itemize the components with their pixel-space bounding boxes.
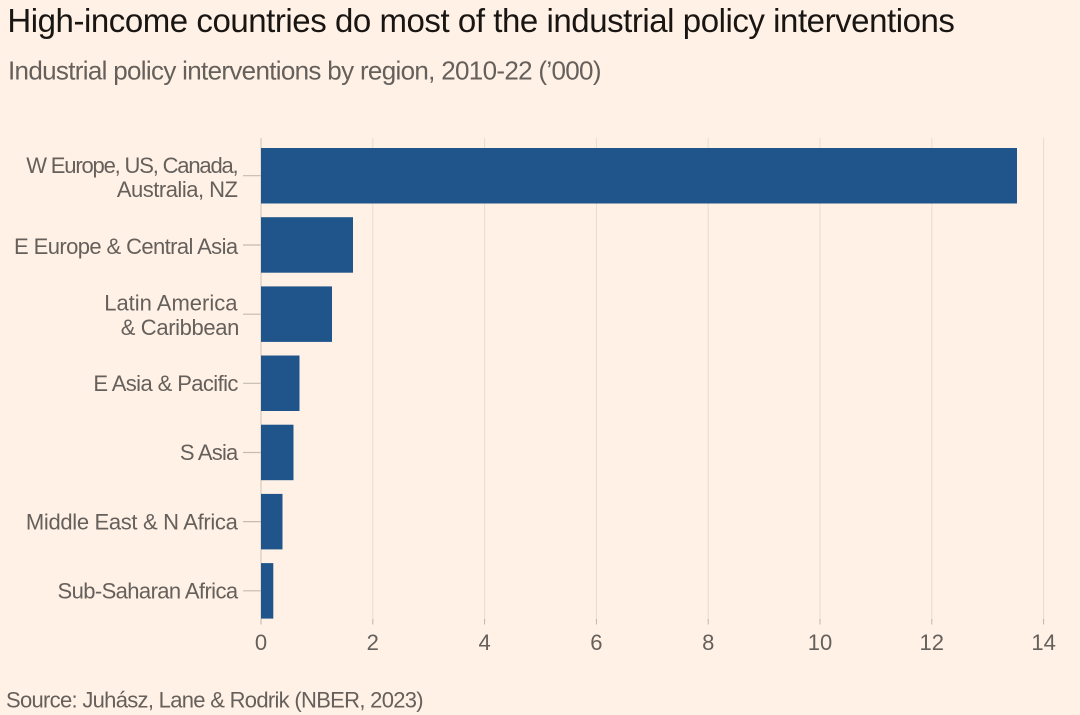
svg-text:W Europe, US, Canada,: W Europe, US, Canada, bbox=[26, 153, 237, 178]
svg-text:Industrial policy intervention: Industrial policy interventions by regio… bbox=[8, 55, 601, 85]
svg-text:Australia, NZ: Australia, NZ bbox=[117, 177, 238, 202]
svg-text:14: 14 bbox=[1031, 630, 1055, 655]
svg-text:E Asia & Pacific: E Asia & Pacific bbox=[93, 371, 238, 396]
svg-text:12: 12 bbox=[920, 630, 944, 655]
svg-text:10: 10 bbox=[808, 630, 832, 655]
svg-text:S Asia: S Asia bbox=[180, 440, 239, 465]
svg-text:Sub-Saharan Africa: Sub-Saharan Africa bbox=[58, 579, 239, 604]
svg-text:4: 4 bbox=[478, 630, 490, 655]
svg-text:Latin America: Latin America bbox=[104, 291, 238, 316]
svg-text:Source: Juhász, Lane & Rodrik: Source: Juhász, Lane & Rodrik (NBER, 202… bbox=[6, 688, 423, 713]
svg-text:Middle East & N Africa: Middle East & N Africa bbox=[26, 509, 239, 534]
svg-text:E Europe & Central Asia: E Europe & Central Asia bbox=[14, 234, 239, 259]
svg-text:6: 6 bbox=[590, 630, 602, 655]
svg-text:2: 2 bbox=[367, 630, 379, 655]
svg-text:8: 8 bbox=[702, 630, 714, 655]
svg-text:& Caribbean: & Caribbean bbox=[121, 315, 239, 340]
svg-text:0: 0 bbox=[255, 630, 267, 655]
svg-text:High-income countries do most: High-income countries do most of the ind… bbox=[7, 2, 954, 39]
